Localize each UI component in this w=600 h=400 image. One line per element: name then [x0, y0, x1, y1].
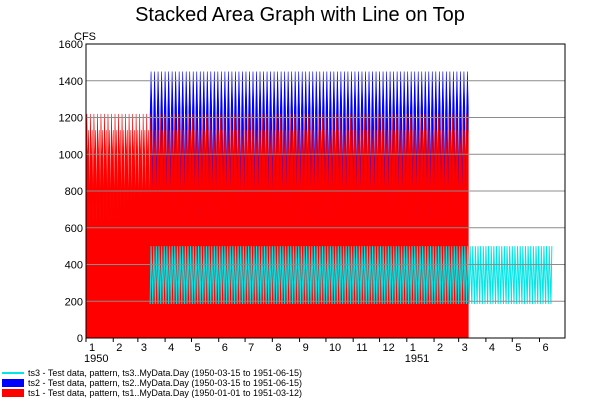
y-tick-label: 0 [77, 333, 83, 345]
x-tick-label: 1 [89, 342, 95, 354]
x-tick-label: 1 [410, 342, 416, 354]
x-tick-label: 3 [462, 342, 468, 354]
x-tick-label: 2 [437, 342, 443, 354]
x-tick-label: 6 [543, 342, 549, 354]
x-tick-label: 11 [356, 342, 367, 354]
series-ts1-area [85, 113, 469, 339]
legend-label-ts2: ts2 - Test data, pattern, ts2..MyData.Da… [28, 378, 302, 388]
x-tick-label: 5 [515, 342, 521, 354]
year-label: 1950 [84, 353, 108, 365]
y-tick-label: 1400 [59, 76, 83, 88]
x-tick-label: 8 [275, 342, 281, 354]
y-tick-label: 400 [65, 260, 83, 272]
legend-swatch-ts1 [2, 389, 24, 397]
y-axis-label: CFS [74, 31, 96, 43]
x-tick-label: 3 [141, 342, 147, 354]
y-tick-label: 1200 [59, 113, 83, 125]
x-tick-label: 4 [168, 342, 174, 354]
legend: ts3 - Test data, pattern, ts3..MyData.Da… [2, 368, 302, 398]
x-tick-label: 6 [222, 342, 228, 354]
year-label: 1951 [405, 353, 429, 365]
y-tick-label: 1600 [59, 39, 83, 51]
y-tick-label: 200 [65, 296, 83, 308]
series-layer [85, 71, 553, 339]
legend-label-ts3: ts3 - Test data, pattern, ts3..MyData.Da… [28, 368, 302, 378]
legend-item-ts1: ts1 - Test data, pattern, ts1..MyData.Da… [2, 388, 302, 398]
x-tick-label: 4 [489, 342, 495, 354]
y-tick-label: 1000 [59, 149, 83, 161]
legend-item-ts3: ts3 - Test data, pattern, ts3..MyData.Da… [2, 368, 302, 378]
legend-item-ts2: ts2 - Test data, pattern, ts2..MyData.Da… [2, 378, 302, 388]
chart-title: Stacked Area Graph with Line on Top [135, 4, 465, 26]
y-tick-label: 600 [65, 223, 83, 235]
legend-swatch-ts3 [2, 372, 24, 374]
x-tick-label: 12 [383, 342, 395, 354]
x-tick-label: 2 [116, 342, 122, 354]
x-tick-label: 5 [194, 342, 200, 354]
legend-swatch-ts2 [2, 379, 24, 387]
legend-label-ts1: ts1 - Test data, pattern, ts1..MyData.Da… [28, 388, 302, 398]
y-tick-label: 800 [65, 186, 83, 198]
x-tick-label: 7 [248, 342, 254, 354]
x-tick-label: 9 [303, 342, 309, 354]
series-ts3-line [149, 246, 553, 305]
x-tick-label: 10 [329, 342, 341, 354]
